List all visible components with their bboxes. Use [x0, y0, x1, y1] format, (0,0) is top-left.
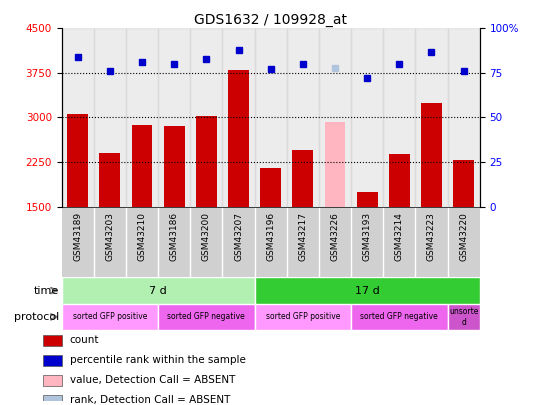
Bar: [158, 207, 190, 277]
Bar: [255, 304, 351, 330]
Bar: [43, 355, 62, 366]
Bar: [255, 28, 287, 207]
Bar: [351, 304, 448, 330]
Bar: [190, 207, 222, 277]
Bar: [448, 207, 480, 277]
Bar: [164, 126, 184, 207]
Text: time: time: [34, 286, 59, 296]
Text: protocol: protocol: [14, 312, 59, 322]
Text: GSM43207: GSM43207: [234, 212, 243, 261]
Text: GSM43189: GSM43189: [73, 212, 82, 261]
Text: rank, Detection Call = ABSENT: rank, Detection Call = ABSENT: [70, 394, 230, 405]
Bar: [94, 207, 126, 277]
Bar: [190, 28, 222, 207]
Bar: [319, 207, 351, 277]
Title: GDS1632 / 109928_at: GDS1632 / 109928_at: [194, 13, 347, 27]
Bar: [132, 125, 153, 207]
Text: GSM43223: GSM43223: [427, 212, 436, 261]
Bar: [453, 160, 474, 207]
Text: GSM43196: GSM43196: [266, 212, 275, 261]
Bar: [448, 304, 480, 330]
Bar: [448, 28, 480, 207]
Bar: [287, 207, 319, 277]
Bar: [196, 116, 217, 207]
Bar: [126, 28, 158, 207]
Text: 17 d: 17 d: [355, 286, 379, 296]
Bar: [389, 154, 410, 207]
Text: sorted GFP positive: sorted GFP positive: [266, 312, 340, 322]
Text: 7 d: 7 d: [149, 286, 167, 296]
Bar: [415, 207, 448, 277]
Text: GSM43226: GSM43226: [331, 212, 339, 261]
Bar: [43, 394, 62, 405]
Bar: [351, 28, 383, 207]
Text: sorted GFP positive: sorted GFP positive: [73, 312, 147, 322]
Text: GSM43210: GSM43210: [138, 212, 146, 261]
Bar: [62, 207, 94, 277]
Bar: [357, 192, 378, 207]
Text: GSM43214: GSM43214: [395, 212, 404, 261]
Bar: [415, 28, 448, 207]
Text: GSM43203: GSM43203: [106, 212, 114, 261]
Text: value, Detection Call = ABSENT: value, Detection Call = ABSENT: [70, 375, 235, 385]
Bar: [287, 28, 319, 207]
Bar: [222, 28, 255, 207]
Bar: [62, 28, 94, 207]
Bar: [421, 102, 442, 207]
Bar: [158, 28, 190, 207]
Bar: [255, 207, 287, 277]
Text: GSM43193: GSM43193: [363, 212, 371, 261]
Bar: [62, 277, 255, 304]
Bar: [228, 70, 249, 207]
Bar: [325, 122, 345, 207]
Text: percentile rank within the sample: percentile rank within the sample: [70, 355, 245, 365]
Bar: [43, 375, 62, 386]
Text: sorted GFP negative: sorted GFP negative: [167, 312, 245, 322]
Bar: [260, 168, 281, 207]
Bar: [62, 304, 158, 330]
Bar: [293, 150, 313, 207]
Text: GSM43217: GSM43217: [299, 212, 307, 261]
Text: unsorte
d: unsorte d: [449, 307, 478, 326]
Bar: [255, 277, 480, 304]
Bar: [383, 207, 415, 277]
Bar: [222, 207, 255, 277]
Bar: [94, 28, 126, 207]
Text: count: count: [70, 335, 99, 345]
Text: GSM43186: GSM43186: [170, 212, 178, 261]
Bar: [43, 335, 62, 346]
Bar: [68, 115, 88, 207]
Bar: [100, 153, 120, 207]
Bar: [158, 304, 255, 330]
Text: GSM43220: GSM43220: [459, 212, 468, 261]
Bar: [351, 207, 383, 277]
Text: sorted GFP negative: sorted GFP negative: [360, 312, 438, 322]
Bar: [319, 28, 351, 207]
Bar: [383, 28, 415, 207]
Text: GSM43200: GSM43200: [202, 212, 211, 261]
Bar: [126, 207, 158, 277]
